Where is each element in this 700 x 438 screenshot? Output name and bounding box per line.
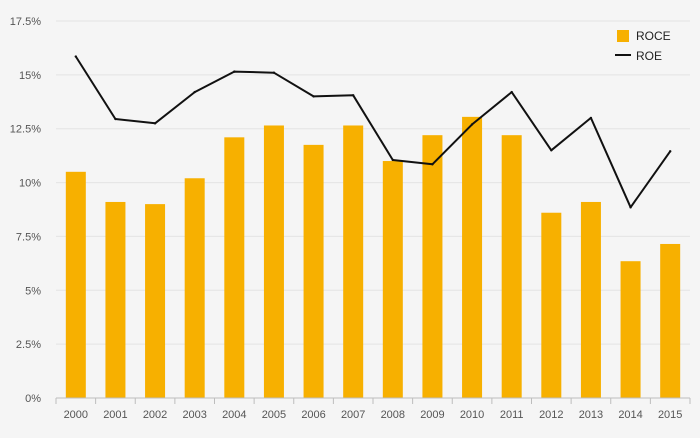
bar-roce-2015 xyxy=(660,243,681,398)
legend: ROCE ROE xyxy=(615,29,671,63)
bar-roce-2012 xyxy=(541,212,562,398)
roe-point-2008 xyxy=(391,158,395,162)
bar-roce-2010 xyxy=(462,116,483,398)
x-tick-label: 2012 xyxy=(539,409,563,421)
legend-roce-swatch xyxy=(617,30,629,42)
roe-point-2013 xyxy=(589,116,593,120)
y-tick-label: 17.5% xyxy=(10,16,41,28)
y-tick-label: 7.5% xyxy=(16,231,41,243)
x-tick-label: 2005 xyxy=(262,409,286,421)
x-tick-label: 2010 xyxy=(460,409,484,421)
bar-roce-2011 xyxy=(501,135,522,399)
bar-roce-2000 xyxy=(65,171,86,398)
x-tick-label: 2011 xyxy=(500,409,524,421)
roe-point-2010 xyxy=(470,123,474,126)
roe-point-2004 xyxy=(233,70,236,73)
x-tick-label: 2000 xyxy=(64,409,88,421)
x-tick-label: 2008 xyxy=(381,409,405,421)
roe-point-2003 xyxy=(193,90,196,94)
roe-point-2011 xyxy=(510,90,513,94)
roe-point-2005 xyxy=(272,71,276,74)
axes: 0% 2.5% 5% 7.5% 10% 12.5% 15% 17.5% 2000 2001 2002… xyxy=(10,16,691,421)
bar-roce-2002 xyxy=(145,204,166,398)
bar-roce-2003 xyxy=(184,178,205,398)
roe-point-2002 xyxy=(153,122,157,125)
roe-point-2000 xyxy=(74,55,78,58)
y-tick-label: 12.5% xyxy=(10,124,41,136)
x-tick-label: 2013 xyxy=(579,409,603,421)
x-tick-label: 2009 xyxy=(420,409,444,421)
bar-roce-2004 xyxy=(224,137,245,398)
bar-roce-2007 xyxy=(343,125,364,399)
legend-roce-label: ROCE xyxy=(636,29,671,43)
x-tick-label: 2004 xyxy=(222,409,246,421)
roe-line xyxy=(74,55,672,209)
x-tick-label: 2003 xyxy=(182,409,206,421)
roe-point-2012 xyxy=(550,149,553,152)
x-tick-label: 2001 xyxy=(103,409,127,421)
bar-roce-2009 xyxy=(422,135,443,399)
y-tick-label: 0% xyxy=(25,393,41,405)
x-tick-label: 2002 xyxy=(143,409,167,421)
roe-line-layer xyxy=(74,55,672,209)
roce-bars xyxy=(65,116,681,399)
y-tick-label: 2.5% xyxy=(16,339,41,351)
y-tick-label: 10% xyxy=(19,178,41,190)
roe-point-2001 xyxy=(114,117,117,121)
y-tick-label: 5% xyxy=(25,285,41,297)
x-tick-label: 2006 xyxy=(301,409,325,421)
bar-roce-2006 xyxy=(303,144,324,398)
bar-roce-2013 xyxy=(580,201,601,398)
roe-point-2015 xyxy=(668,150,672,153)
y-tick-label: 15% xyxy=(19,70,41,82)
roe-point-2009 xyxy=(431,163,434,166)
roe-point-2007 xyxy=(351,94,355,97)
bar-roce-2014 xyxy=(620,261,641,398)
bar-roce-2001 xyxy=(105,201,126,398)
x-tick-label: 2007 xyxy=(341,409,365,421)
x-tick-label: 2015 xyxy=(658,409,682,421)
bar-roce-2005 xyxy=(263,125,284,399)
x-tick-label: 2014 xyxy=(618,409,642,421)
bar-roce-2008 xyxy=(382,161,403,398)
roe-point-2006 xyxy=(312,95,315,98)
legend-roe-label: ROE xyxy=(636,49,662,63)
roe-point-2014 xyxy=(629,206,632,209)
